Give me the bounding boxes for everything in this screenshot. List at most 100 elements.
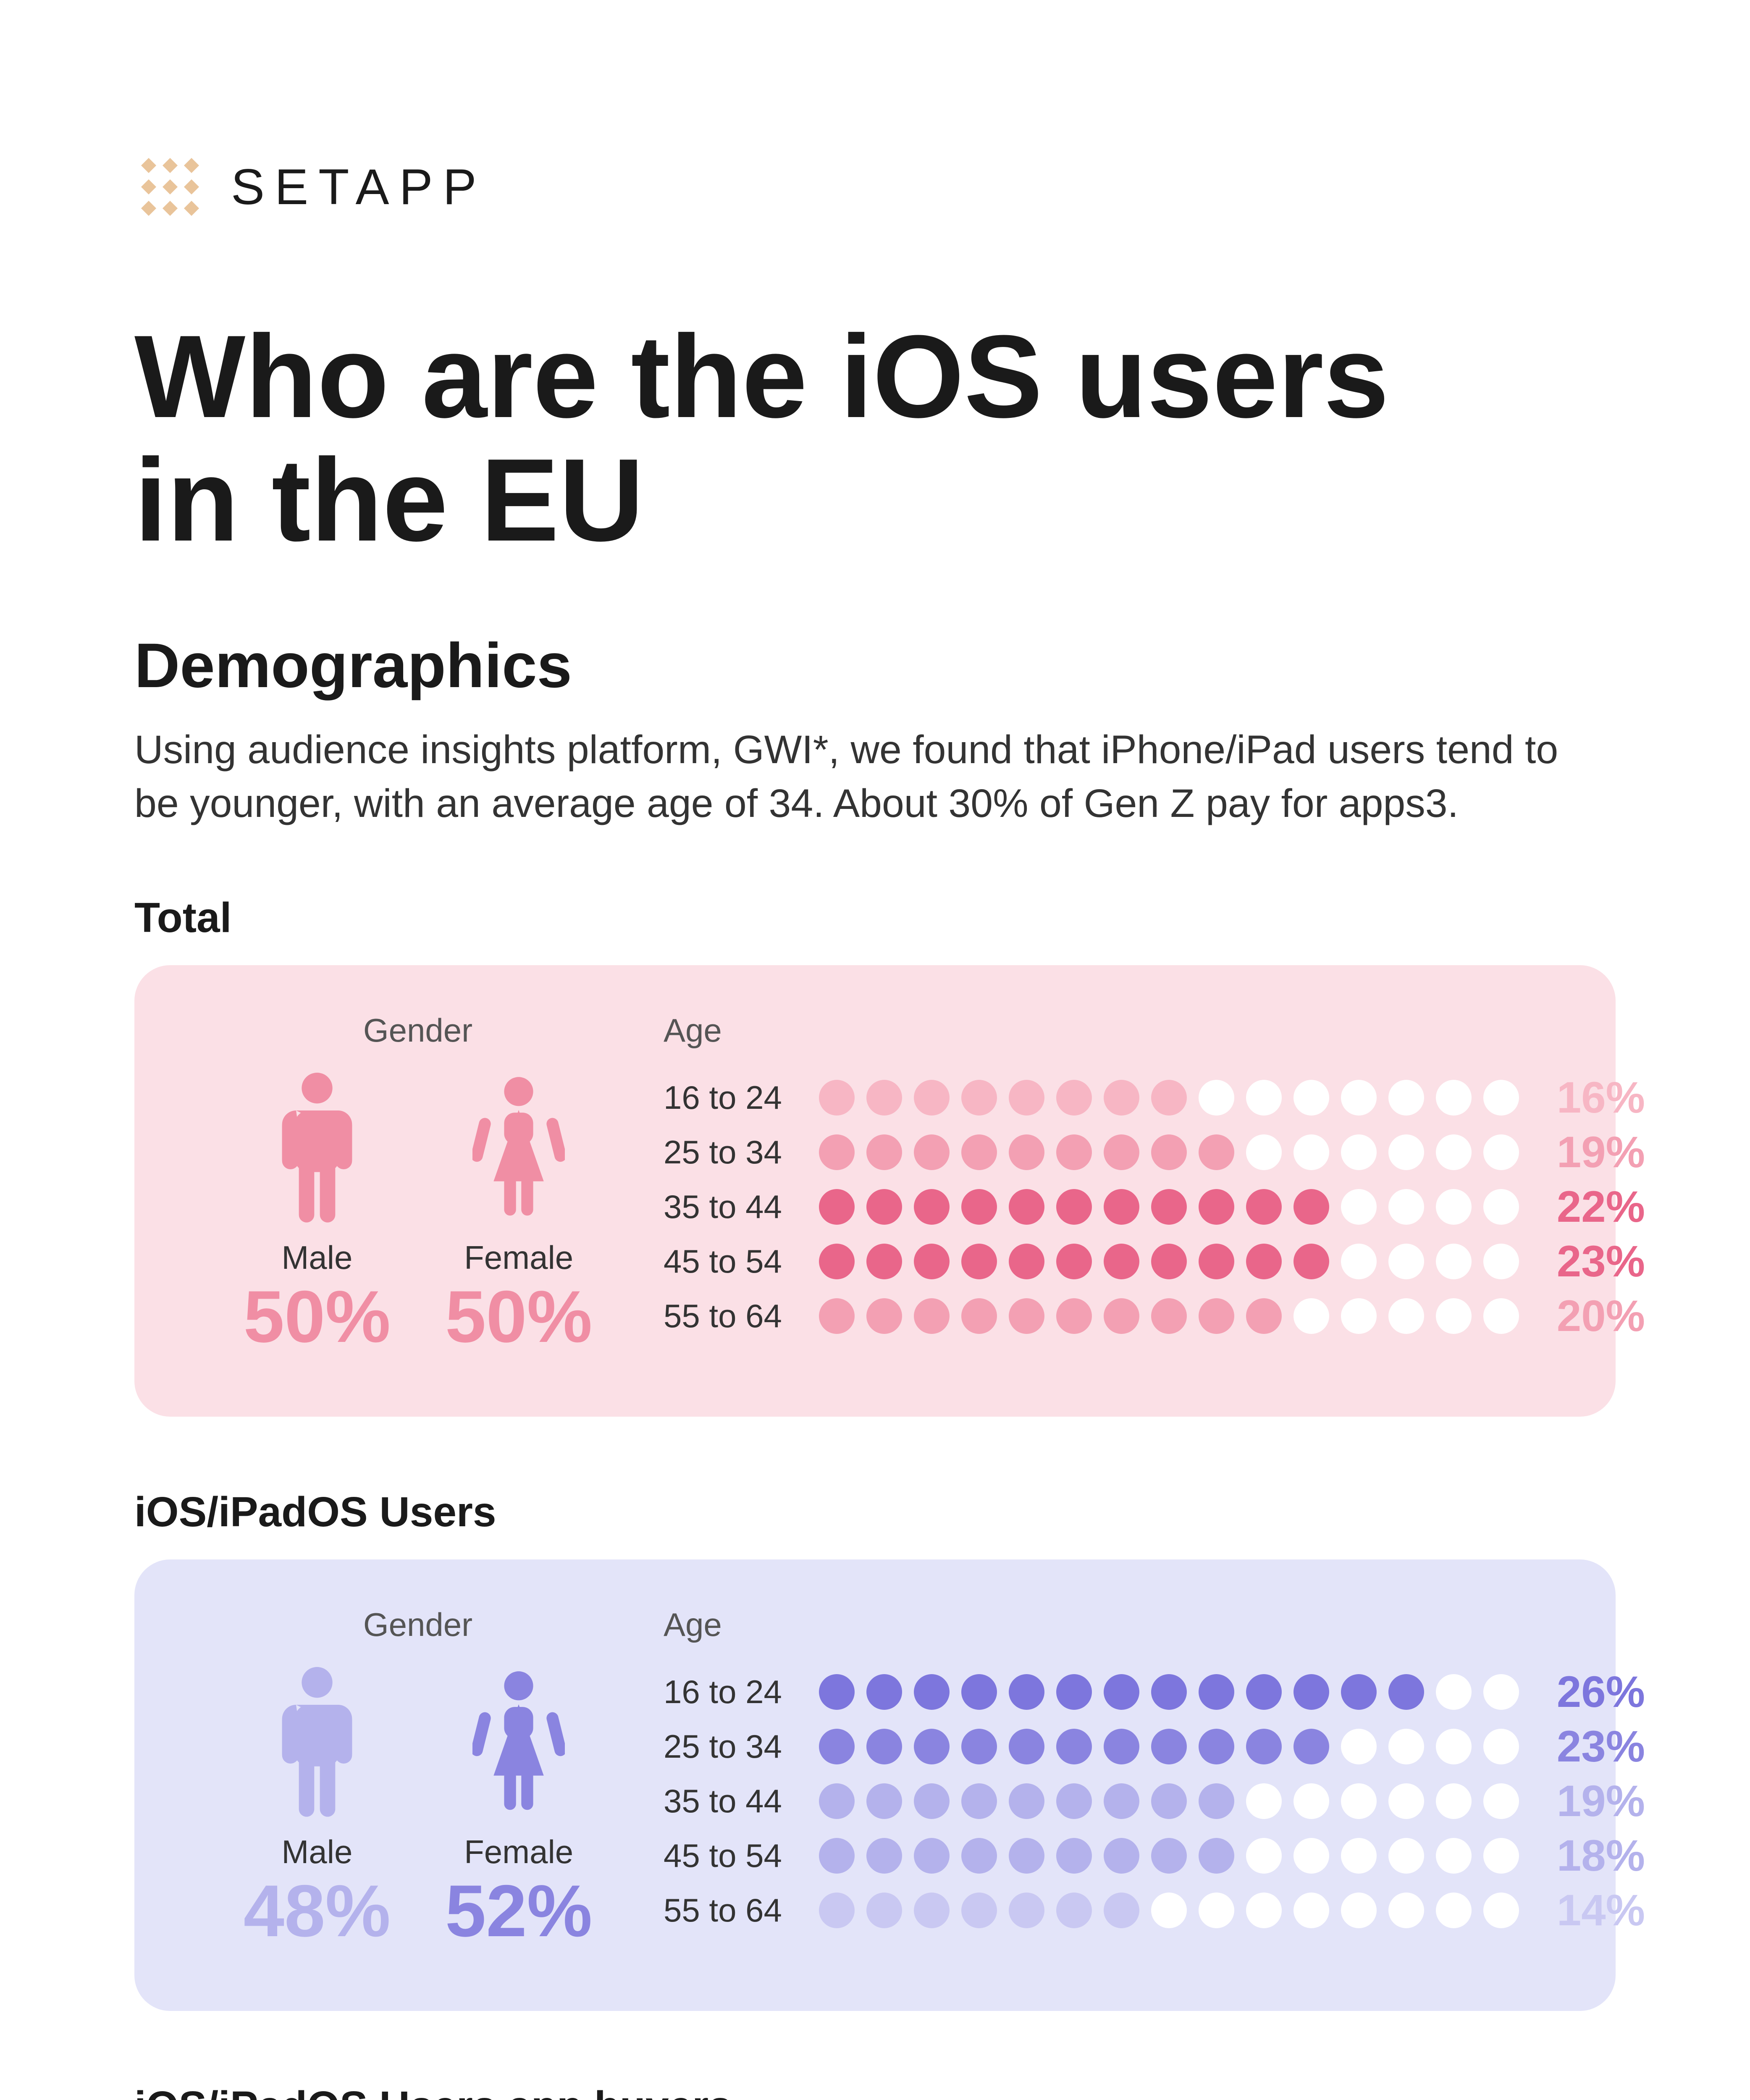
dot [1056, 1189, 1092, 1225]
dot-row [819, 1189, 1519, 1225]
dot-row [819, 1729, 1519, 1764]
female-icon [472, 1071, 565, 1226]
dot [1341, 1189, 1377, 1225]
dot [1151, 1674, 1187, 1710]
dot [1293, 1189, 1329, 1225]
dot [1151, 1189, 1187, 1225]
dot [819, 1134, 855, 1170]
dot [1293, 1134, 1329, 1170]
intro-paragraph: Using audience insights platform, GWI*, … [134, 723, 1562, 831]
female-col: Female 50% [445, 1071, 592, 1354]
female-col: Female 52% [445, 1665, 592, 1948]
dot [1009, 1298, 1044, 1334]
dot [1483, 1674, 1519, 1710]
dot [961, 1134, 997, 1170]
dot [1293, 1080, 1329, 1116]
age-range-label: 45 to 54 [664, 1837, 819, 1875]
section-subtitle: Demographics [134, 629, 1616, 702]
age-range-label: 35 to 44 [664, 1188, 819, 1226]
dot [914, 1134, 950, 1170]
female-pct: 52% [445, 1874, 592, 1948]
dot [1246, 1893, 1282, 1928]
dot [1056, 1298, 1092, 1334]
dot [1483, 1134, 1519, 1170]
dot [914, 1783, 950, 1819]
dot [1199, 1729, 1234, 1764]
dot [1436, 1783, 1472, 1819]
panel-label-total: Total [134, 894, 1616, 942]
dot [961, 1729, 997, 1764]
age-header: Age [664, 1606, 1645, 1644]
dot [1104, 1783, 1139, 1819]
age-range-label: 25 to 34 [664, 1727, 819, 1766]
gender-header: Gender [197, 1011, 638, 1050]
setapp-logo-icon [134, 151, 206, 223]
dot [1056, 1893, 1092, 1928]
age-pct: 19% [1519, 1127, 1645, 1178]
dot [1104, 1674, 1139, 1710]
dot-row [819, 1244, 1519, 1279]
dot [1009, 1134, 1044, 1170]
male-label: Male [281, 1833, 352, 1871]
gender-block: Gender Male 50% Female 50% [197, 1011, 638, 1362]
age-row: 35 to 4419% [664, 1774, 1645, 1829]
dot [1104, 1189, 1139, 1225]
dot [1293, 1244, 1329, 1279]
dot [1388, 1893, 1424, 1928]
dot [961, 1783, 997, 1819]
dot [1483, 1298, 1519, 1334]
dot [914, 1244, 950, 1279]
dot [819, 1838, 855, 1874]
dot [961, 1674, 997, 1710]
dot [1293, 1298, 1329, 1334]
dot [1009, 1783, 1044, 1819]
female-label: Female [464, 1833, 573, 1871]
dot [1199, 1298, 1234, 1334]
dot-row [819, 1674, 1519, 1710]
dot [866, 1244, 902, 1279]
dot [961, 1244, 997, 1279]
dot [914, 1674, 950, 1710]
dot [1388, 1674, 1424, 1710]
dot [1199, 1674, 1234, 1710]
dot [1293, 1893, 1329, 1928]
dot [1483, 1729, 1519, 1764]
dot [1246, 1729, 1282, 1764]
female-pct: 50% [445, 1280, 592, 1354]
age-header: Age [664, 1011, 1645, 1050]
male-col: Male 48% [244, 1665, 391, 1948]
gender-header: Gender [197, 1606, 638, 1644]
age-pct: 20% [1519, 1291, 1645, 1341]
dot [961, 1080, 997, 1116]
dot [1341, 1838, 1377, 1874]
dot [819, 1244, 855, 1279]
dot [1151, 1729, 1187, 1764]
title-line-2: in the EU [134, 435, 644, 566]
dot [1246, 1674, 1282, 1710]
dot [819, 1298, 855, 1334]
dot [1246, 1080, 1282, 1116]
dot [1293, 1729, 1329, 1764]
dot [1246, 1838, 1282, 1874]
dot [1293, 1674, 1329, 1710]
dot [1104, 1298, 1139, 1334]
dot [1009, 1674, 1044, 1710]
dot [1388, 1783, 1424, 1819]
age-row: 45 to 5423% [664, 1234, 1645, 1289]
dot [1104, 1080, 1139, 1116]
dot [961, 1189, 997, 1225]
dot [961, 1893, 997, 1928]
dot [914, 1893, 950, 1928]
dot [1246, 1783, 1282, 1819]
dot [866, 1674, 902, 1710]
dot [1436, 1080, 1472, 1116]
dot [1056, 1134, 1092, 1170]
dot [1199, 1783, 1234, 1819]
dot-row [819, 1838, 1519, 1874]
gender-block: Gender Male 48% Female 52% [197, 1606, 638, 1956]
dot [1056, 1783, 1092, 1819]
dot [1199, 1134, 1234, 1170]
dot [866, 1893, 902, 1928]
panel-label-ios-users: iOS/iPadOS Users [134, 1488, 1616, 1536]
dot [819, 1080, 855, 1116]
